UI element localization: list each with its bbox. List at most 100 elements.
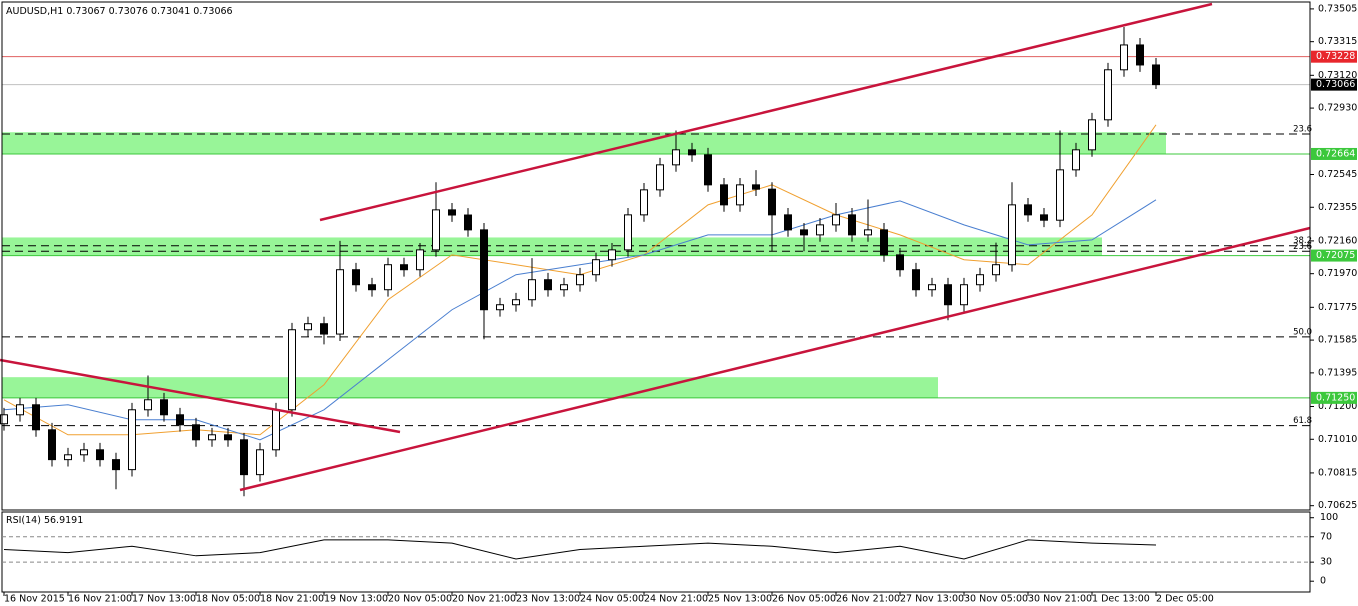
price-pane-frame bbox=[1, 1, 1311, 511]
candle-body bbox=[0, 414, 8, 425]
rsi-line bbox=[3, 539, 1157, 560]
price-pane bbox=[0, 27, 1310, 497]
candle-body bbox=[864, 229, 872, 236]
candle-body bbox=[272, 409, 280, 451]
x-tick-label: 16 Nov 21:00 bbox=[68, 594, 132, 605]
x-tick-label: 24 Nov 21:00 bbox=[644, 594, 708, 605]
fib-level-label: 23.6 bbox=[1293, 242, 1312, 252]
x-tick-label: 27 Nov 13:00 bbox=[900, 594, 964, 605]
support-resistance-zone bbox=[2, 377, 938, 398]
candle-body bbox=[208, 434, 216, 441]
candle-body bbox=[784, 214, 792, 231]
candle-body bbox=[224, 434, 232, 441]
candle-body bbox=[576, 274, 584, 286]
y-tick-label: 0.71395 bbox=[1318, 367, 1357, 378]
candle-body bbox=[480, 229, 488, 311]
candle-body bbox=[960, 284, 968, 306]
x-tick-label: 30 Nov 05:00 bbox=[964, 594, 1028, 605]
candle-body bbox=[448, 209, 456, 216]
candle-body bbox=[608, 249, 616, 261]
rsi-y-tick-label: 70 bbox=[1320, 531, 1332, 542]
candle-body bbox=[544, 279, 552, 291]
candle-body bbox=[1136, 44, 1144, 66]
fib-level-label: 38.2 bbox=[1293, 236, 1312, 246]
y-tick-label: 0.72160 bbox=[1318, 235, 1357, 246]
candle-body bbox=[592, 259, 600, 276]
price-level-label: 0.73228 bbox=[1316, 51, 1355, 62]
candle-body bbox=[192, 424, 200, 441]
candle-body bbox=[672, 149, 680, 166]
y-tick-label: 0.73315 bbox=[1318, 36, 1357, 47]
x-tick-label: 20 Nov 05:00 bbox=[388, 594, 452, 605]
rsi-y-tick-label: 30 bbox=[1320, 557, 1332, 568]
y-tick-label: 0.71585 bbox=[1318, 335, 1357, 346]
candle-body bbox=[48, 429, 56, 461]
x-tick-label: 18 Nov 05:00 bbox=[196, 594, 260, 605]
x-tick-label: 16 Nov 2015 bbox=[4, 594, 65, 605]
candle-body bbox=[384, 264, 392, 291]
candle-body bbox=[1024, 204, 1032, 216]
price-level-label: 0.72664 bbox=[1316, 148, 1355, 159]
candle-body bbox=[16, 404, 24, 416]
candle-body bbox=[160, 399, 168, 416]
x-tick-label: 20 Nov 21:00 bbox=[452, 594, 516, 605]
candle-body bbox=[80, 449, 88, 456]
y-tick-label: 0.72930 bbox=[1318, 103, 1357, 114]
candle-body bbox=[64, 454, 72, 461]
x-tick-label: 19 Nov 13:00 bbox=[324, 594, 388, 605]
candle-body bbox=[496, 304, 504, 311]
candle-body bbox=[128, 409, 136, 471]
channel-upper-line bbox=[319, 2, 1213, 222]
candle-body bbox=[288, 329, 296, 411]
candle-body bbox=[976, 274, 984, 286]
rsi-header: RSI(14) 56.9191 bbox=[6, 515, 83, 526]
candle-body bbox=[304, 323, 312, 331]
y-tick-label: 0.73120 bbox=[1318, 70, 1357, 81]
x-tick-label: 25 Nov 13:00 bbox=[708, 594, 772, 605]
fib-level-label: 50.0 bbox=[1293, 327, 1312, 337]
candle-body bbox=[912, 269, 920, 291]
candle-body bbox=[1120, 44, 1128, 71]
descending-trend-line bbox=[0, 358, 401, 434]
y-tick-label: 0.73505 bbox=[1318, 3, 1357, 14]
candle-body bbox=[176, 414, 184, 426]
candle-body bbox=[112, 459, 120, 471]
x-tick-label: 24 Nov 05:00 bbox=[580, 594, 644, 605]
candle-body bbox=[352, 269, 360, 286]
support-resistance-zone bbox=[2, 237, 1102, 256]
y-tick-label: 0.71775 bbox=[1318, 302, 1357, 313]
high: 0.73076 bbox=[109, 6, 148, 17]
price-level-tag bbox=[1311, 50, 1357, 63]
channel-lower-line bbox=[239, 226, 1311, 492]
x-tick-label: 2 Dec 05:00 bbox=[1156, 594, 1214, 605]
candle-body bbox=[640, 189, 648, 216]
candle-body bbox=[800, 229, 808, 236]
fib-level-label: 61.8 bbox=[1293, 416, 1312, 426]
open: 0.73067 bbox=[66, 6, 105, 17]
price-level-label: 0.73066 bbox=[1316, 79, 1355, 90]
y-tick-label: 0.71010 bbox=[1318, 434, 1357, 445]
candle-body bbox=[848, 214, 856, 236]
candle-body bbox=[752, 184, 760, 190]
x-tick-label: 26 Nov 05:00 bbox=[772, 594, 836, 605]
price-level-tag bbox=[1311, 249, 1357, 262]
price-level-tag bbox=[1311, 78, 1357, 91]
symbol: AUDUSD,H1 bbox=[6, 6, 63, 17]
rsi-value: 56.9191 bbox=[44, 515, 83, 526]
candle-body bbox=[624, 214, 632, 251]
x-tick-label: 17 Nov 13:00 bbox=[132, 594, 196, 605]
rsi-label: RSI(14) bbox=[6, 515, 41, 526]
x-tick-label: 18 Nov 21:00 bbox=[260, 594, 324, 605]
x-tick-label: 30 Nov 21:00 bbox=[1028, 594, 1092, 605]
candle-body bbox=[1088, 119, 1096, 151]
candle-body bbox=[96, 449, 104, 461]
candle-body bbox=[400, 264, 408, 271]
x-tick-label: 26 Nov 21:00 bbox=[836, 594, 900, 605]
candle-body bbox=[240, 439, 248, 476]
low: 0.73041 bbox=[151, 6, 190, 17]
fib-level-label: 23.6 bbox=[1293, 124, 1312, 134]
candle-body bbox=[1072, 149, 1080, 171]
close: 0.73066 bbox=[193, 6, 232, 17]
candle-body bbox=[768, 188, 776, 216]
